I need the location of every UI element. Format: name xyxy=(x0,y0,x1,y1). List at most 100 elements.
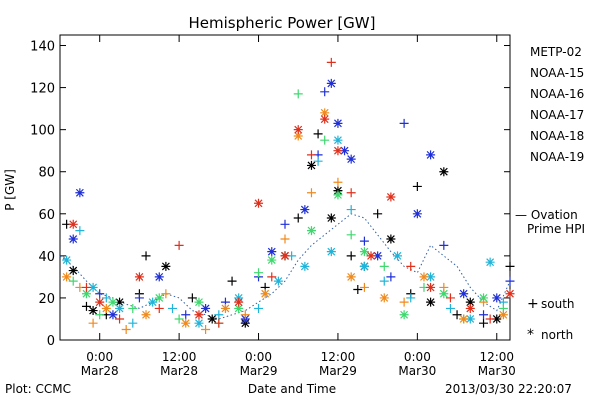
legend-entry-noaa-17: NOAA-17 xyxy=(530,108,584,122)
data-point-south xyxy=(181,310,191,320)
data-point-north xyxy=(498,310,508,320)
data-point-north xyxy=(373,251,383,261)
series-noaa-19 xyxy=(68,57,515,328)
data-point-south xyxy=(320,87,330,97)
data-point-south xyxy=(214,318,224,328)
y-tick-label: 60 xyxy=(38,208,55,223)
y-tick-label: 0 xyxy=(47,334,55,349)
data-point-north xyxy=(108,310,118,320)
data-point-south xyxy=(88,318,98,328)
ovation-model-line xyxy=(59,213,511,320)
data-point-south xyxy=(187,293,197,303)
data-point-north xyxy=(62,272,72,282)
data-point-south xyxy=(399,297,409,307)
data-point-north xyxy=(492,314,502,324)
data-point-south xyxy=(479,297,489,307)
data-point-north xyxy=(273,276,283,286)
data-point-south xyxy=(174,314,184,324)
data-point-north xyxy=(234,303,244,313)
data-point-north xyxy=(293,125,303,135)
y-tick-label: 40 xyxy=(38,250,55,265)
data-point-north xyxy=(340,146,350,156)
data-point-south xyxy=(141,251,151,261)
data-point-north xyxy=(346,154,356,164)
data-point-south xyxy=(81,301,91,311)
data-point-south xyxy=(95,310,105,320)
data-point-south xyxy=(313,156,323,166)
x-tick-date: Mar28 xyxy=(81,364,119,378)
data-point-south xyxy=(505,276,515,286)
data-point-south xyxy=(293,89,303,99)
data-point-south xyxy=(168,303,177,313)
data-point-north xyxy=(293,131,303,141)
chart-title: Hemispheric Power [GW] xyxy=(189,14,376,32)
footer-plot-credit: Plot: CCMC xyxy=(5,382,71,396)
data-point-north xyxy=(333,190,343,200)
series-noaa-16 xyxy=(62,135,508,328)
data-point-north xyxy=(359,247,369,257)
data-point-north xyxy=(333,146,343,156)
symbol-legend-marker: + xyxy=(527,296,539,312)
data-point-south xyxy=(174,240,184,250)
data-point-north xyxy=(154,293,164,303)
data-point-north xyxy=(426,272,436,282)
x-tick-date: Mar29 xyxy=(319,364,357,378)
x-tick-time: 12:00 xyxy=(162,350,197,364)
x-tick-time: 12:00 xyxy=(479,350,514,364)
x-tick-time: 0:00 xyxy=(245,350,272,364)
data-point-north xyxy=(426,282,436,292)
data-point-north xyxy=(141,310,151,320)
data-point-south xyxy=(154,303,164,313)
model-label-line2: Prime HPI xyxy=(527,222,585,236)
legend-entry-noaa-18: NOAA-18 xyxy=(530,129,584,143)
data-point-north xyxy=(346,272,356,282)
data-point-north xyxy=(300,205,310,215)
data-point-south xyxy=(101,293,111,303)
data-point-north xyxy=(161,261,171,271)
data-point-south xyxy=(128,318,138,328)
data-point-north xyxy=(439,289,449,299)
data-point-north xyxy=(260,289,270,299)
legend: METP-02 NOAA-15 NOAA-16 NOAA-17 NOAA-18 NOAA-… xyxy=(530,45,584,164)
data-point-south xyxy=(214,310,224,320)
y-axis-label: P [GW] xyxy=(3,169,17,211)
data-point-south xyxy=(320,135,330,145)
data-point-north xyxy=(148,297,158,307)
data-point-north xyxy=(465,297,475,307)
data-point-north xyxy=(62,255,72,265)
series-noaa-17 xyxy=(68,89,508,328)
symbol-legend: + south * north xyxy=(527,296,575,343)
data-point-south xyxy=(353,285,363,295)
data-point-south xyxy=(479,318,489,328)
plot-area xyxy=(59,34,511,341)
data-point-south xyxy=(293,213,303,223)
data-point-south xyxy=(479,310,489,320)
data-point-south xyxy=(346,230,356,240)
data-point-south xyxy=(306,150,316,160)
data-point-south xyxy=(379,276,389,286)
data-point-north xyxy=(134,272,144,282)
data-point-north xyxy=(320,108,330,118)
legend-entry-noaa-16: NOAA-16 xyxy=(530,87,584,101)
data-point-north xyxy=(88,282,98,292)
data-point-north xyxy=(220,303,230,313)
data-point-north xyxy=(75,188,85,198)
plot-frame xyxy=(59,34,511,341)
data-point-south xyxy=(439,282,449,292)
data-point-north xyxy=(379,293,389,303)
data-point-south xyxy=(254,268,264,278)
data-point-south xyxy=(254,303,264,313)
data-point-north xyxy=(306,160,316,170)
x-tick-date: Mar28 xyxy=(160,364,198,378)
data-point-north xyxy=(459,314,469,324)
data-point-south xyxy=(128,303,138,313)
footer-timestamp: 2013/03/30 22:20:07 xyxy=(445,382,572,396)
data-point-south xyxy=(346,188,356,198)
data-point-south xyxy=(306,188,316,198)
y-tick-label: 140 xyxy=(30,40,55,55)
data-point-north xyxy=(386,234,396,244)
x-tick-time: 0:00 xyxy=(86,350,113,364)
data-point-north xyxy=(492,293,502,303)
data-point-south xyxy=(95,289,105,299)
